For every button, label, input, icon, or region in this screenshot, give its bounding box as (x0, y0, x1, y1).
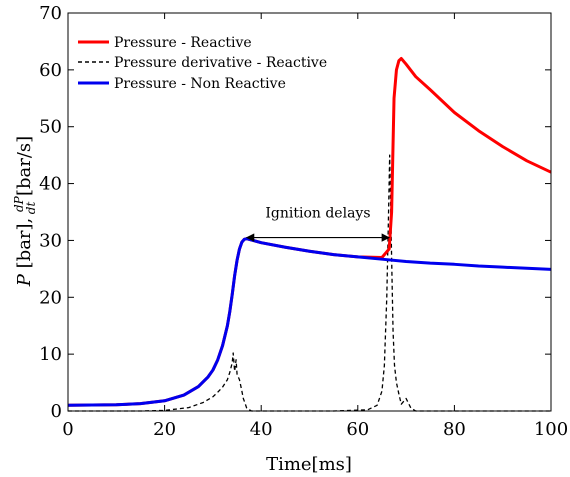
plot-lines (67, 56, 552, 412)
x-tick-label: 100 (534, 419, 568, 440)
series-line-pressure-non-reactive (67, 237, 552, 407)
ticks (67, 12, 552, 412)
ignition-delay-label: Ignition delays (265, 206, 370, 222)
y-axis-label-frac-num: dP (12, 195, 26, 212)
x-tick-label: 40 (250, 419, 273, 440)
y-tick-label: 10 (39, 344, 62, 365)
y-axis-label: P [bar], dPdt [bar/s] (12, 136, 38, 287)
y-tick-label: 40 (39, 174, 62, 195)
y-axis-label-frac-den: dt (24, 202, 38, 215)
y-tick-label: 50 (39, 117, 62, 138)
legend-label-non-reactive: Pressure - Non Reactive (114, 76, 286, 92)
x-tick-label: 20 (153, 419, 176, 440)
legend: Pressure - Reactive Pressure derivative … (78, 35, 327, 92)
y-axis-label-p: P (14, 273, 35, 287)
y-tick-label: 70 (39, 3, 62, 24)
x-tick-label: 80 (443, 419, 466, 440)
x-axis-label: Time[ms] (266, 454, 352, 475)
x-tick-label: 0 (62, 419, 73, 440)
plot-frame (67, 12, 552, 412)
y-tick-label: 20 (39, 287, 62, 308)
legend-label-reactive: Pressure - Reactive (114, 35, 252, 51)
ignition-delay-annotation: Ignition delays (245, 206, 391, 242)
y-tick-label: 0 (51, 401, 62, 422)
series-line-pressure-derivative-reactive (68, 154, 551, 412)
y-axis-label-unit: [bar], (14, 212, 35, 274)
x-tick-label: 60 (346, 419, 369, 440)
tick-labels: 0 20 40 60 80 100 0 10 20 30 40 50 60 70 (39, 3, 568, 440)
y-tick-label: 30 (39, 230, 62, 251)
y-axis-label-unit2: [bar/s] (14, 136, 35, 202)
legend-label-derivative: Pressure derivative - Reactive (114, 55, 327, 71)
y-tick-label: 60 (39, 60, 62, 81)
